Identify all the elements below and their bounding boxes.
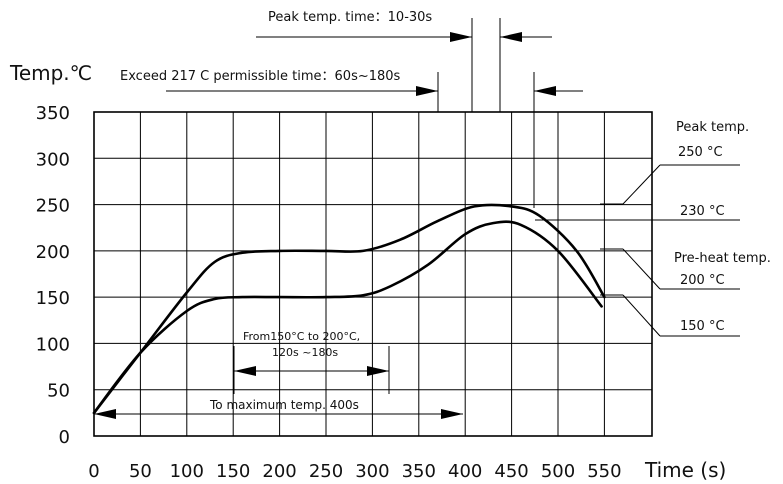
y-tick-label: 350 (36, 103, 70, 124)
preheat-150-label: 150 °C (680, 319, 725, 334)
exceed-arrow-left (416, 86, 438, 96)
to-max-label: To maximum temp. 400s (209, 398, 359, 412)
y-axis-label: Temp.℃ (9, 61, 92, 85)
peak-230-label: 230 °C (680, 204, 725, 219)
preheat-arrow-right (367, 366, 389, 376)
peak-time-arrow-right (500, 32, 522, 42)
preheat-temp-label: Pre-heat temp. (674, 251, 771, 266)
y-tick-label: 250 (36, 196, 70, 217)
peak-250-label: 250 °C (678, 145, 723, 160)
peak-time-arrow-left (450, 32, 472, 42)
preheat-200-label: 200 °C (680, 273, 725, 288)
peak-temp-label: Peak temp. (676, 120, 749, 135)
upper-profile-curve (92, 203, 606, 415)
y-tick-label: 200 (36, 242, 70, 263)
x-tick-label: 300 (355, 461, 389, 482)
x-tick-label: 0 (88, 461, 99, 482)
y-tick-label: 300 (36, 149, 70, 170)
exceed-time-label: Exceed 217 C permissible time：60s~180s (120, 69, 401, 84)
y-tick-label: 100 (36, 334, 70, 355)
x-tick-label: 450 (494, 461, 528, 482)
x-tick-label: 550 (587, 461, 621, 482)
y-tick-label: 0 (59, 427, 70, 448)
leader-150-b (622, 294, 661, 337)
x-tick-label: 250 (309, 461, 343, 482)
leader-200-b (622, 248, 661, 290)
to-max-arrow-right (441, 409, 463, 419)
to-max-arrow-left (94, 409, 116, 419)
curve-layer (92, 203, 606, 415)
exceed-arrow-right (534, 86, 556, 96)
y-tick-label: 50 (47, 381, 70, 402)
lower-profile-curve (92, 220, 603, 415)
peak-time-label: Peak temp. time：10-30s (268, 10, 432, 25)
plot-frame (93, 111, 653, 437)
x-axis-label: Time (s) (644, 458, 726, 482)
preheat-arrow-left (234, 366, 256, 376)
x-tick-label: 400 (448, 461, 482, 482)
tick-label-layer: 0 50 100 150 200 250 300 350 0 50 100 150 200 250 300 3… (36, 103, 622, 482)
grid-layer (93, 111, 653, 437)
preheat-range-label-1: From150°C to 200°C, (243, 330, 360, 343)
x-tick-label: 50 (129, 461, 152, 482)
x-tick-label: 100 (170, 461, 204, 482)
annotation-layer (94, 18, 740, 419)
leader-250-b (622, 164, 661, 205)
x-tick-label: 500 (541, 461, 575, 482)
x-tick-label: 350 (402, 461, 436, 482)
y-tick-label: 150 (36, 288, 70, 309)
x-tick-label: 150 (216, 461, 250, 482)
preheat-range-label-2: 120s ~180s (272, 346, 338, 359)
x-tick-label: 200 (262, 461, 296, 482)
